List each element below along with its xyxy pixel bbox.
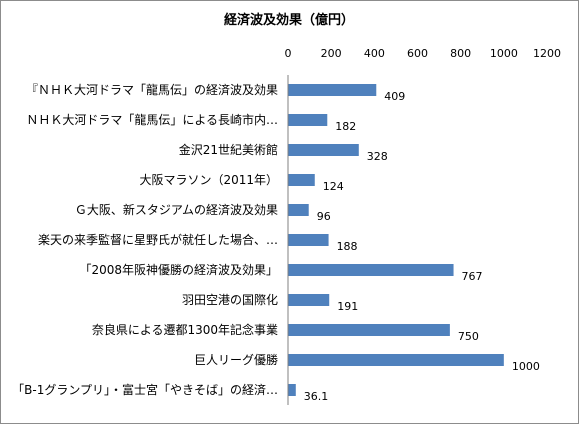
x-tick-label: 0 <box>285 47 292 60</box>
data-label: 328 <box>367 150 388 163</box>
category-label: 奈良県による遷都1300年記念事業 <box>92 322 278 337</box>
category-label: 楽天の来季監督に星野氏が就任した場合、… <box>38 232 278 247</box>
category-label: 「2008年阪神優勝の経済波及効果」 <box>79 262 278 277</box>
chart-title: 経済波及効果（億円） <box>224 12 354 28</box>
x-tick-label: 1200 <box>533 47 561 60</box>
data-label: 191 <box>337 300 358 313</box>
bar <box>288 114 328 126</box>
bar <box>288 294 330 306</box>
bars <box>288 84 504 396</box>
x-tick-label: 400 <box>364 47 385 60</box>
category-label: 羽田空港の国際化 <box>182 293 278 307</box>
bar <box>288 144 359 156</box>
x-tick-label: 600 <box>407 47 428 60</box>
x-tick-label: 1000 <box>490 47 518 60</box>
bar <box>288 324 450 336</box>
data-label: 409 <box>384 90 405 103</box>
data-label: 750 <box>458 330 479 343</box>
bar <box>288 174 315 186</box>
data-label: 124 <box>323 180 344 193</box>
data-label: 767 <box>462 270 483 283</box>
data-label: 182 <box>335 120 356 133</box>
category-labels: 『ＮＨＫ大河ドラマ「龍馬伝」の経済波及効果 ＮＨＫ大河ドラマ「龍馬伝」による長崎市… <box>12 82 278 397</box>
data-label: 188 <box>337 240 358 253</box>
data-label: 1000 <box>512 360 540 373</box>
bar <box>288 204 309 216</box>
data-labels: 409 182 328 124 96 188 767 191 750 1000 36.1 <box>304 90 540 403</box>
x-tick-label: 200 <box>321 47 342 60</box>
bar <box>288 234 329 246</box>
category-label: 金沢21世紀美術館 <box>179 142 278 157</box>
category-label: 大阪マラソン（2011年） <box>139 173 278 187</box>
x-tick-label: 800 <box>450 47 471 60</box>
category-label: 『ＮＨＫ大河ドラマ「龍馬伝」の経済波及効果 <box>26 82 278 97</box>
bar <box>288 354 504 366</box>
category-label: ＮＨＫ大河ドラマ「龍馬伝」による長崎市内… <box>26 112 278 127</box>
category-label: 巨人リーグ優勝 <box>194 352 278 367</box>
bar <box>288 384 296 396</box>
category-label: 「B-1グランプリ」・富士宮「やきそば」の経済… <box>12 382 278 397</box>
bar <box>288 264 454 276</box>
category-label: Ｇ大阪、新スタジアムの経済波及効果 <box>75 202 278 217</box>
bar <box>288 84 377 96</box>
x-axis-ticks: 0 200 400 600 800 1000 1200 <box>285 47 562 60</box>
data-label: 96 <box>317 210 331 223</box>
data-label: 36.1 <box>304 390 329 403</box>
